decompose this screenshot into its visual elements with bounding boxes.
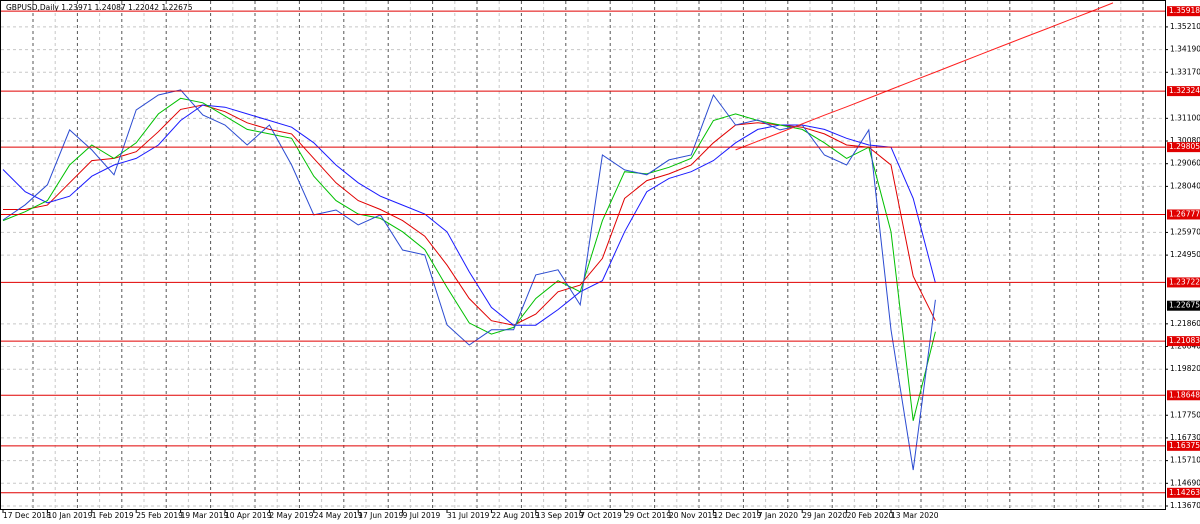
x-tick-label: 19 Mar 2019	[181, 511, 229, 520]
x-tick-label: 7 Jan 2020	[758, 511, 798, 520]
x-tick-label: 24 May 2019	[314, 511, 363, 520]
series-line	[2, 97, 936, 421]
level-label: 1.21083	[1169, 336, 1200, 345]
x-tick-label: 10 Jan 2019	[47, 511, 92, 520]
grid-layer	[1, 1, 1165, 510]
level-label-bg	[1167, 440, 1200, 451]
x-tick-label: 13 Mar 2020	[891, 511, 939, 520]
x-tick-label: 13 Sep 2019	[536, 511, 584, 520]
level-label: 1.23722	[1169, 277, 1200, 286]
x-tick-label: 1 Feb 2019	[92, 511, 134, 520]
y-tick-label: 1.16730	[1170, 433, 1200, 442]
x-tick-label: 10 Apr 2019	[225, 511, 272, 520]
level-label: 1.26777	[1169, 209, 1200, 218]
x-tick-label: 29 Jan 2020	[802, 511, 847, 520]
y-tick-label: 1.30080	[1170, 136, 1200, 145]
level-label-bg	[1167, 487, 1200, 498]
x-tick-label: 29 Oct 2019	[625, 511, 672, 520]
y-tick-label: 1.25970	[1170, 227, 1200, 236]
level-label-bg	[1167, 6, 1200, 17]
y-tick-label: 1.29060	[1170, 159, 1200, 168]
current-price-label: 1.22675	[1169, 301, 1200, 310]
level-label: 1.18648	[1169, 390, 1200, 399]
x-tick-label: 12 Dec 2019	[713, 511, 761, 520]
y-tick-label: 1.14690	[1170, 478, 1200, 487]
series-line	[2, 89, 936, 471]
x-tick-label: 7 Oct 2019	[580, 511, 622, 520]
x-tick-label: 20 Feb 2020	[847, 511, 894, 520]
y-tick-label: 1.28040	[1170, 181, 1200, 190]
current-price-bg	[1167, 300, 1200, 311]
marks-layer	[2, 2, 1114, 471]
x-tick-label: 25 Feb 2019	[136, 511, 183, 520]
y-tick-label: 1.17750	[1170, 410, 1200, 419]
level-label: 1.14263	[1169, 488, 1200, 497]
y-tick-label: 1.33170	[1170, 67, 1200, 76]
level-label: 1.29805	[1169, 142, 1200, 151]
x-tick-label: 31 Jul 2019	[447, 511, 490, 520]
y-tick-label: 1.31100	[1170, 113, 1200, 122]
x-tick-label: 22 Aug 2019	[491, 511, 539, 520]
y-tick-label: 1.35210	[1170, 22, 1200, 31]
y-tick-label: 1.21860	[1170, 319, 1200, 328]
x-tick-label: 9 Jul 2019	[403, 511, 441, 520]
x-tick-label: 2 May 2019	[269, 511, 313, 520]
x-tick-label: 20 Nov 2019	[669, 511, 717, 520]
level-label: 1.32324	[1169, 86, 1200, 95]
level-label-bg	[1167, 390, 1200, 401]
level-label-bg	[1167, 336, 1200, 347]
level-label-bg	[1167, 86, 1200, 97]
level-label-bg	[1167, 142, 1200, 153]
chart-title: GBPUSD,Daily 1.23971 1.24087 1.22042 1.2…	[6, 3, 193, 12]
x-tick-label: 17 Dec 2018	[3, 511, 51, 520]
series-line	[735, 2, 1114, 151]
y-tick-label: 1.15710	[1170, 456, 1200, 465]
y-tick-label: 1.24950	[1170, 250, 1200, 259]
x-tick-label: 17 Jun 2019	[358, 511, 403, 520]
level-label-bg	[1167, 277, 1200, 288]
level-label-bg	[1167, 209, 1200, 220]
y-tick-label: 1.34190	[1170, 45, 1200, 54]
level-label: 1.35918	[1169, 6, 1200, 15]
y-tick-label: 1.13670	[1170, 501, 1200, 510]
y-tick-label: 1.19820	[1170, 364, 1200, 373]
level-label: 1.16375	[1169, 441, 1200, 450]
